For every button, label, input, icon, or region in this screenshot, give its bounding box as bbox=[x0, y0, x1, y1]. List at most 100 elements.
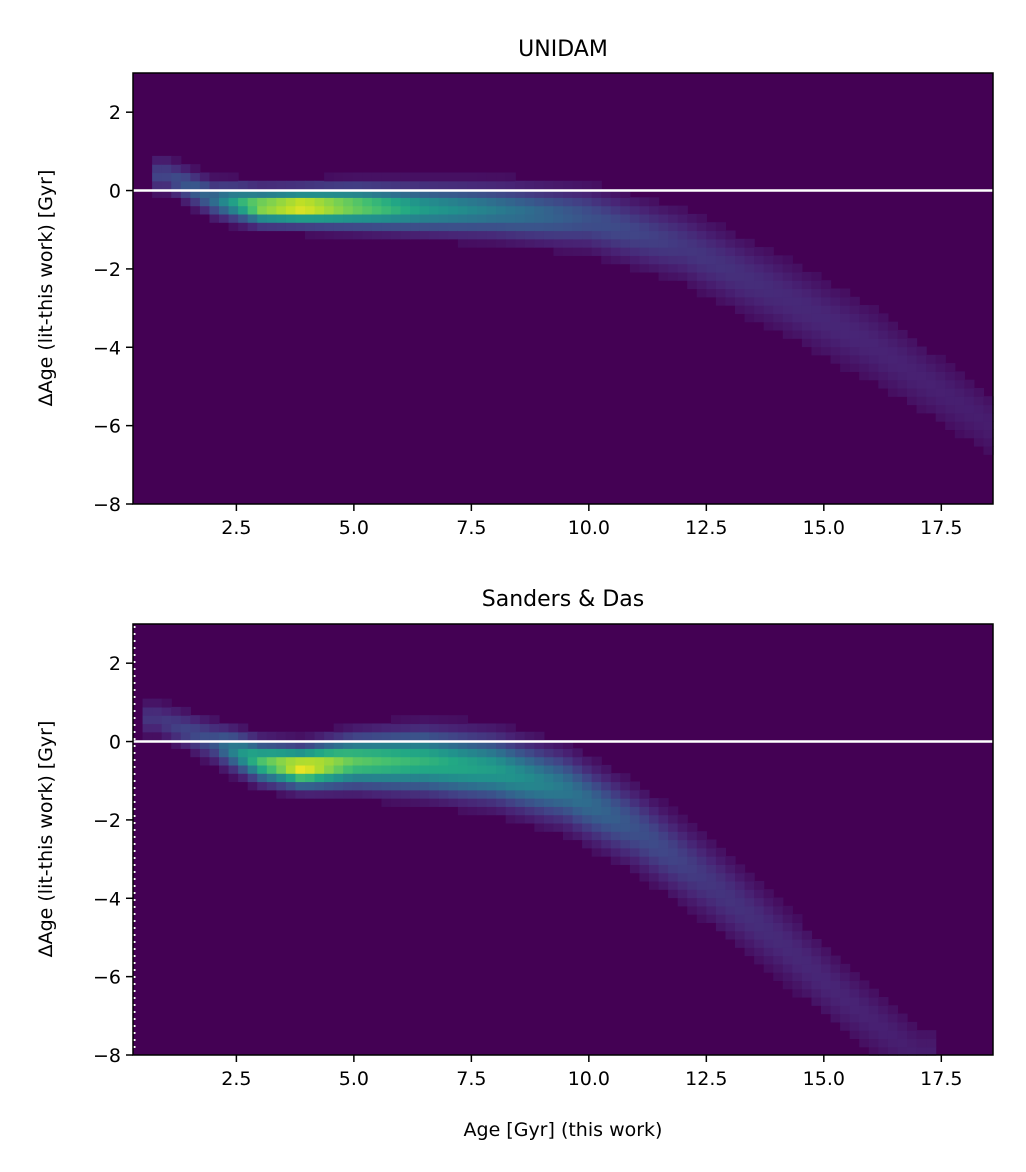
density-cell bbox=[725, 914, 736, 923]
density-cell bbox=[572, 222, 583, 232]
density-cell bbox=[830, 296, 841, 306]
density-cell bbox=[352, 172, 363, 182]
density-cell bbox=[916, 1038, 927, 1048]
density-cell bbox=[954, 379, 965, 389]
density-cell bbox=[773, 963, 784, 973]
density-cell bbox=[563, 748, 574, 758]
density-cell bbox=[754, 255, 765, 265]
density-cell bbox=[161, 731, 172, 741]
density-cell bbox=[859, 354, 870, 364]
density-cell bbox=[878, 1005, 889, 1015]
density-cell bbox=[687, 880, 698, 890]
density-cell bbox=[735, 288, 746, 298]
density-cell bbox=[620, 189, 631, 198]
density-cell bbox=[524, 180, 535, 190]
density-cell bbox=[629, 197, 641, 207]
density-cell bbox=[419, 731, 430, 741]
density-cell bbox=[744, 263, 755, 273]
density-cell bbox=[429, 773, 440, 783]
density-cell bbox=[362, 756, 373, 766]
density-cell bbox=[591, 230, 602, 240]
density-cell bbox=[543, 781, 555, 791]
density-cell bbox=[983, 445, 994, 455]
density-cell bbox=[677, 271, 688, 281]
density-cell bbox=[266, 222, 277, 232]
density-cell bbox=[410, 789, 421, 799]
y-axis-ticks-unidam: 2 0 −2 −4 −6 −8 bbox=[93, 102, 133, 516]
density-cell bbox=[228, 205, 239, 215]
density-cell bbox=[687, 255, 698, 265]
density-cell bbox=[792, 321, 803, 331]
density-cell bbox=[285, 213, 297, 223]
density-cell bbox=[381, 740, 392, 749]
density-cell bbox=[907, 338, 918, 348]
density-cell bbox=[677, 205, 688, 215]
density-cell bbox=[543, 740, 555, 749]
density-cell bbox=[782, 280, 793, 290]
density-cell bbox=[438, 222, 449, 232]
density-cell bbox=[792, 914, 803, 923]
density-cell bbox=[763, 938, 774, 948]
density-cell bbox=[782, 329, 793, 339]
density-cell bbox=[811, 947, 822, 957]
density-cell bbox=[419, 213, 430, 223]
density-cell bbox=[381, 773, 392, 783]
density-cell bbox=[887, 1021, 899, 1031]
density-cell bbox=[257, 197, 268, 207]
density-cell bbox=[209, 180, 220, 190]
density-cell bbox=[620, 255, 631, 265]
density-cell bbox=[515, 756, 526, 766]
density-cell bbox=[371, 230, 383, 240]
density-cell bbox=[448, 723, 459, 733]
density-cell bbox=[840, 996, 851, 1006]
density-cell bbox=[601, 806, 612, 816]
density-cell bbox=[591, 781, 602, 791]
density-cell bbox=[343, 213, 354, 223]
density-cell bbox=[171, 723, 182, 733]
density-cell bbox=[477, 213, 488, 223]
density-cell bbox=[467, 756, 478, 766]
density-cell bbox=[620, 822, 631, 832]
density-cell bbox=[830, 955, 841, 965]
density-cell bbox=[620, 205, 631, 215]
density-cell bbox=[668, 271, 679, 281]
density-cell bbox=[333, 213, 344, 223]
density-cell bbox=[725, 872, 736, 882]
density-cell bbox=[343, 230, 354, 240]
density-cell bbox=[467, 197, 478, 207]
plot-frame-sanders-das bbox=[132, 623, 994, 1056]
density-cell bbox=[773, 321, 784, 331]
density-cell bbox=[973, 429, 985, 439]
density-cell bbox=[152, 706, 163, 716]
density-cell bbox=[792, 922, 803, 932]
density-cell bbox=[773, 263, 784, 273]
density-cell bbox=[629, 213, 641, 223]
density-cell bbox=[171, 189, 182, 198]
density-cell bbox=[658, 806, 669, 816]
density-cell bbox=[457, 715, 469, 725]
density-cell bbox=[696, 222, 707, 232]
density-cell bbox=[620, 222, 631, 232]
y-axis-label-unidam: ΔAge (lit-this work) [Gyr] bbox=[35, 170, 57, 407]
density-cell bbox=[219, 172, 230, 182]
density-cell bbox=[209, 172, 220, 182]
density-cell bbox=[601, 222, 612, 232]
density-cell bbox=[457, 197, 469, 207]
density-cell bbox=[782, 955, 793, 965]
density-cell bbox=[907, 1046, 918, 1056]
density-cell bbox=[725, 288, 736, 298]
density-cell bbox=[563, 814, 574, 824]
density-cell bbox=[849, 363, 860, 372]
density-cell bbox=[582, 806, 593, 816]
density-cell bbox=[524, 764, 535, 774]
density-cell bbox=[180, 197, 191, 207]
density-cell bbox=[868, 988, 879, 998]
density-cell bbox=[677, 255, 688, 265]
density-cell bbox=[534, 222, 545, 232]
density-cell bbox=[209, 748, 220, 758]
density-cell bbox=[773, 313, 784, 323]
density-cell bbox=[725, 905, 736, 915]
density-cell bbox=[725, 889, 736, 899]
density-cell bbox=[926, 379, 937, 389]
density-cell bbox=[887, 338, 899, 348]
